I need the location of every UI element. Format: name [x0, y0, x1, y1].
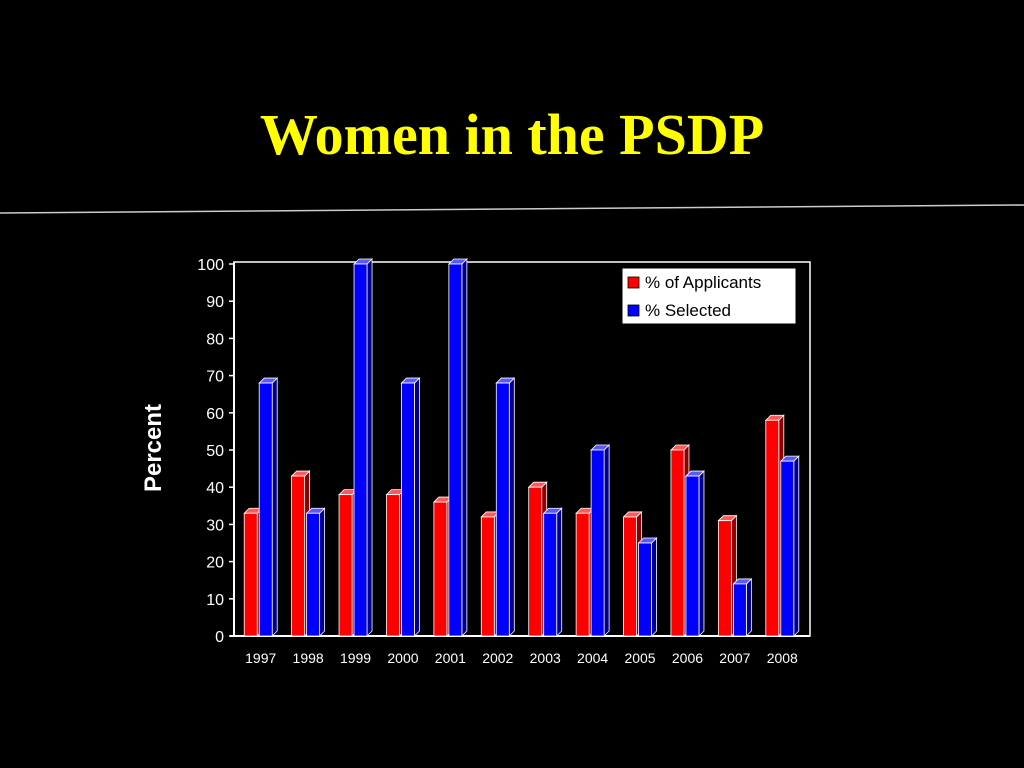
bar-selected-2008 [779, 455, 800, 637]
bar-selected-2003 [542, 507, 563, 637]
bar-front-face [433, 501, 448, 637]
bar-front-face [732, 583, 747, 637]
x-tick-label: 2004 [577, 650, 608, 666]
bar-front-face [638, 542, 652, 637]
x-tick-label: 1998 [293, 650, 324, 666]
y-tick-label: 80 [206, 331, 224, 348]
legend-swatch [627, 276, 640, 289]
slide-title: Women in the PSDP [259, 102, 765, 167]
bar-side-face [745, 577, 752, 637]
y-tick-label: 10 [206, 592, 224, 609]
bar-selected-1998 [305, 507, 326, 637]
y-tick-label: 90 [206, 294, 224, 311]
bar-selected-2000 [400, 377, 421, 637]
bar-selected-2004 [590, 444, 611, 637]
chart-legend: % of Applicants % Selected [621, 267, 797, 325]
bar-side-face [271, 377, 278, 637]
bar-side-face [414, 377, 420, 637]
bar-selected-2006 [684, 470, 705, 637]
bar-side-face [556, 507, 563, 637]
bar-selected-1997 [258, 377, 279, 637]
legend-label: % Selected [645, 301, 731, 320]
bar-front-face [717, 520, 732, 637]
x-tick-label: 2006 [672, 650, 703, 666]
bar-front-face [243, 512, 258, 637]
bar-front-face [685, 475, 700, 637]
legend-item: % of Applicants [627, 273, 761, 292]
bar-side-face [793, 455, 800, 637]
legend-label: % of Applicants [645, 273, 761, 292]
bar-front-face [401, 382, 415, 637]
y-tick-label: 30 [206, 517, 224, 534]
bar-front-face [528, 486, 543, 637]
y-tick-label: 50 [206, 443, 224, 460]
bar-front-face [590, 449, 605, 637]
bar-front-face [575, 512, 590, 637]
y-tick-label: 70 [206, 369, 224, 386]
bar-selected-2001 [447, 258, 468, 637]
y-tick-label: 100 [197, 257, 224, 274]
bar-selected-2002 [495, 377, 516, 637]
bar-selected-2005 [637, 537, 658, 637]
bar-front-face [765, 419, 780, 637]
bar-front-face [480, 516, 495, 637]
bar-front-face [780, 460, 795, 637]
bar-side-face [461, 258, 468, 637]
y-tick-label: 60 [206, 406, 224, 423]
bar-side-face [366, 258, 373, 637]
bar-side-face [319, 507, 326, 637]
legend-box [621, 267, 797, 325]
bar-front-face [258, 382, 273, 637]
bar-side-face [603, 444, 610, 637]
x-tick-label: 1997 [245, 650, 276, 666]
x-tick-label: 2008 [767, 650, 798, 666]
bar-front-face [623, 516, 637, 637]
x-tick-label: 2007 [719, 650, 750, 666]
bar-selected-2007 [732, 577, 753, 637]
bar-front-face [448, 263, 463, 637]
x-tick-label: 2000 [387, 650, 418, 666]
bar-front-face [670, 449, 685, 637]
bar-front-face [495, 382, 510, 637]
legend-swatch [627, 304, 640, 317]
legend-item: % Selected [627, 301, 731, 320]
x-tick-label: 2001 [435, 650, 466, 666]
y-tick-label: 0 [215, 629, 224, 646]
y-tick-label: 20 [206, 555, 224, 572]
bar-side-face [651, 537, 657, 637]
x-tick-label: 2002 [482, 650, 513, 666]
bar-front-face [291, 475, 306, 637]
bar-front-face [353, 263, 368, 637]
y-axis-title: Percent [140, 404, 167, 492]
bar-selected-1999 [353, 258, 374, 637]
bar-front-face [338, 494, 353, 637]
x-tick-label: 1999 [340, 650, 371, 666]
x-tick-label: 2005 [624, 650, 655, 666]
bar-front-face [306, 512, 321, 637]
bar-front-face [543, 512, 558, 637]
bar-side-face [508, 377, 515, 637]
y-tick-label: 40 [206, 480, 224, 497]
bar-front-face [386, 494, 400, 637]
x-tick-label: 2003 [530, 650, 561, 666]
bar-side-face [698, 470, 705, 637]
